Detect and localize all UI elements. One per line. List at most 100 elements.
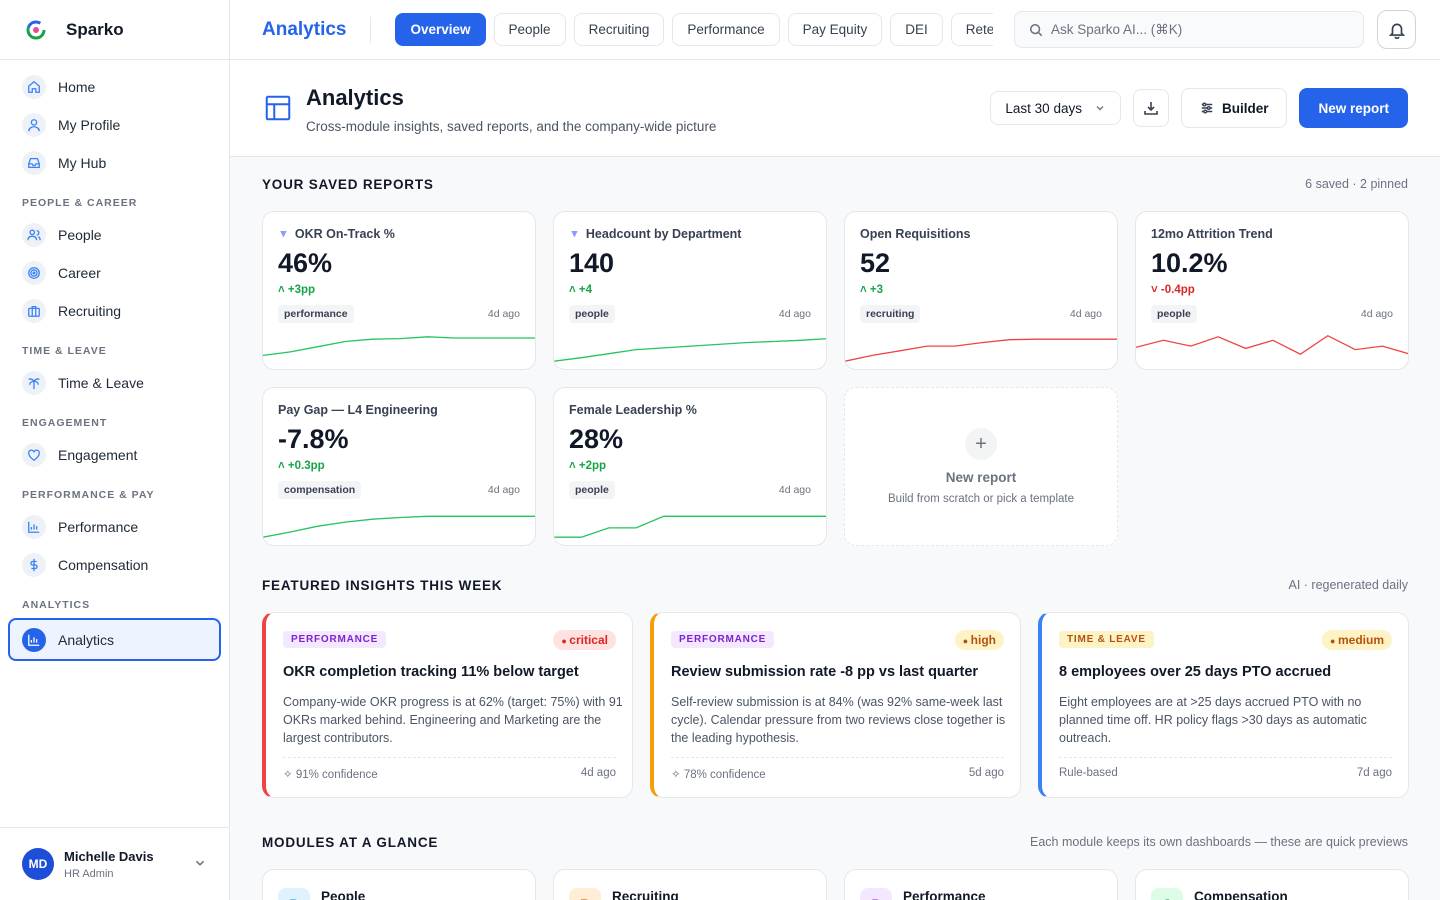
module-card[interactable]: PPeopleHeadcount, diversity, retention <box>262 869 536 900</box>
sidebar-item-performance[interactable]: Performance <box>8 508 221 546</box>
sparkline <box>554 338 826 362</box>
notifications-button[interactable] <box>1377 10 1416 49</box>
tab-pay-equity[interactable]: Pay Equity <box>787 13 883 46</box>
report-delta: ˄ +3pp <box>278 284 315 296</box>
target-icon <box>22 261 46 285</box>
report-card[interactable]: Pay Gap — L4 Engineering -7.8% ˄ +0.3pp com… <box>262 387 536 546</box>
tabs: Overview People Recruiting Performance P… <box>395 13 994 46</box>
user-role: HR Admin <box>64 867 114 880</box>
insight-card[interactable]: PERFORMANCE ● critical OKR completion trac… <box>262 612 633 798</box>
severity-badge: ● medium <box>1322 630 1392 650</box>
sidebar-item-analytics[interactable]: Analytics <box>8 618 221 661</box>
bell-icon <box>1388 23 1405 39</box>
sidebar-item-label: Recruiting <box>58 303 122 319</box>
pin-icon: ▲ <box>278 228 289 240</box>
dollar-icon <box>22 553 46 577</box>
report-tag: recruiting <box>860 305 921 323</box>
new-report-subtitle: Build from scratch or pick a template <box>888 493 1074 505</box>
sidebar-item-my-hub[interactable]: My Hub <box>8 144 221 182</box>
modules-header: MODULES AT A GLANCE Each module keeps it… <box>262 815 1408 869</box>
tab-performance[interactable]: Performance <box>672 13 780 46</box>
module-card[interactable]: PPerformanceOKRs, reviews, calibration <box>844 869 1118 900</box>
sidebar-item-label: Career <box>58 265 101 281</box>
sidebar-item-label: People <box>58 227 102 243</box>
sidebar-item-label: Performance <box>58 519 139 535</box>
tab-retention[interactable]: Retention <box>950 13 994 46</box>
insight-title: OKR completion tracking 11% below target <box>283 664 579 680</box>
report-card[interactable]: Open Requisitions 52 ˄ +3 recruiting 4d ago <box>844 211 1118 370</box>
search-input[interactable] <box>1051 22 1351 37</box>
report-title-text: 12mo Attrition Trend <box>1151 227 1273 241</box>
insight-title: Review submission rate -8 pp vs last qua… <box>671 664 979 680</box>
chevron-down-icon: ˅ <box>1151 284 1161 296</box>
report-card[interactable]: Female Leadership % 28% ˄ +2pp people 4d ago <box>553 387 827 546</box>
sidebar-item-label: Home <box>58 79 96 95</box>
sparkline <box>263 515 535 538</box>
sidebar-item-engagement[interactable]: Engagement <box>8 436 221 474</box>
sidebar-item-people[interactable]: People <box>8 216 221 254</box>
report-title: ▲ Headcount by Department <box>569 227 741 241</box>
download-icon <box>1144 102 1158 115</box>
report-time: 4d ago <box>1360 308 1393 320</box>
insight-confidence: Rule-based <box>1059 767 1118 779</box>
module-title: Performance <box>903 889 986 900</box>
header-actions: Last 30 days Builder New report <box>990 88 1408 128</box>
module-title: Compensation <box>1194 889 1288 900</box>
sidebar-item-recruiting[interactable]: Recruiting <box>8 292 221 330</box>
report-card[interactable]: 12mo Attrition Trend 10.2% ˅ -0.4pp people 4… <box>1135 211 1409 370</box>
severity-dot-icon: ● <box>962 636 971 646</box>
saved-reports-header: YOUR SAVED REPORTS 6 saved · 2 pinned <box>262 157 1408 211</box>
report-title-text: Headcount by Department <box>585 227 742 241</box>
header-subtitle: Cross-module insights, saved reports, an… <box>306 119 717 134</box>
insight-body: Company-wide OKR progress is at 62% (tar… <box>283 695 623 745</box>
module-letter-icon: P <box>860 888 892 900</box>
severity-badge: ● critical <box>553 630 616 650</box>
user-icon <box>22 113 46 137</box>
report-tag: people <box>1151 305 1197 323</box>
tab-dei[interactable]: DEI <box>890 13 943 46</box>
sidebar-item-my-profile[interactable]: My Profile <box>8 106 221 144</box>
sidebar-item-career[interactable]: Career <box>8 254 221 292</box>
new-report-button[interactable]: New report <box>1299 88 1408 128</box>
tab-people[interactable]: People <box>493 13 566 46</box>
nav-section-engagement: ENGAGEMENT <box>22 417 108 429</box>
sparkle-icon: ✧ <box>671 769 684 781</box>
report-delta: ˄ +4 <box>569 284 592 296</box>
report-title: 12mo Attrition Trend <box>1151 227 1273 241</box>
new-report-card[interactable]: + New report Build from scratch or pick a … <box>844 387 1118 546</box>
insight-card[interactable]: TIME & LEAVE ● medium 8 employees over 25 … <box>1038 612 1409 798</box>
tab-overview[interactable]: Overview <box>395 13 486 46</box>
insight-title: 8 employees over 25 days PTO accrued <box>1059 664 1332 680</box>
sliders-icon <box>1201 102 1213 114</box>
search-box[interactable] <box>1014 11 1364 48</box>
sidebar-item-compensation[interactable]: Compensation <box>8 546 221 584</box>
builder-button[interactable]: Builder <box>1180 88 1288 128</box>
section-title: YOUR SAVED REPORTS <box>262 176 434 192</box>
insight-card[interactable]: PERFORMANCE ● high Review submission rate … <box>650 612 1021 798</box>
date-range-select[interactable]: Last 30 days <box>990 91 1121 125</box>
module-card[interactable]: RRecruitingPipeline, hiring trends <box>553 869 827 900</box>
insight-confidence-text: 91% confidence <box>295 769 378 781</box>
sidebar-item-home[interactable]: Home <box>8 68 221 106</box>
report-card[interactable]: ▲ Headcount by Department 140 ˄ +4 people 4d … <box>553 211 827 370</box>
brand[interactable]: Sparko <box>0 0 229 60</box>
chevron-up-icon: ˄ <box>278 460 288 472</box>
download-button[interactable] <box>1132 89 1169 127</box>
chevron-down-icon[interactable] <box>193 856 207 870</box>
module-card[interactable]: CCompensationPay equity, bands, equity <box>1135 869 1409 900</box>
insight-category-badge: PERFORMANCE <box>671 631 775 648</box>
inbox-icon <box>22 151 46 175</box>
section-meta: Each module keeps its own dashboards — t… <box>1030 835 1408 849</box>
tab-recruiting[interactable]: Recruiting <box>573 13 665 46</box>
palm-tree-icon <box>22 371 46 395</box>
briefcase-icon <box>22 299 46 323</box>
page-header: Analytics Cross-module insights, saved r… <box>230 60 1440 157</box>
analytics-icon <box>22 627 46 652</box>
sidebar-item-time-leave[interactable]: Time & Leave <box>8 364 221 402</box>
report-card[interactable]: ▲ OKR On-Track % 46% ˄ +3pp performance 4d ag… <box>262 211 536 370</box>
report-time: 4d ago <box>487 484 520 496</box>
module-title: Recruiting <box>612 889 679 900</box>
user-menu[interactable]: MD Michelle Davis HR Admin <box>0 827 229 900</box>
search-icon <box>1029 23 1043 36</box>
report-title: ▲ OKR On-Track % <box>278 227 395 241</box>
